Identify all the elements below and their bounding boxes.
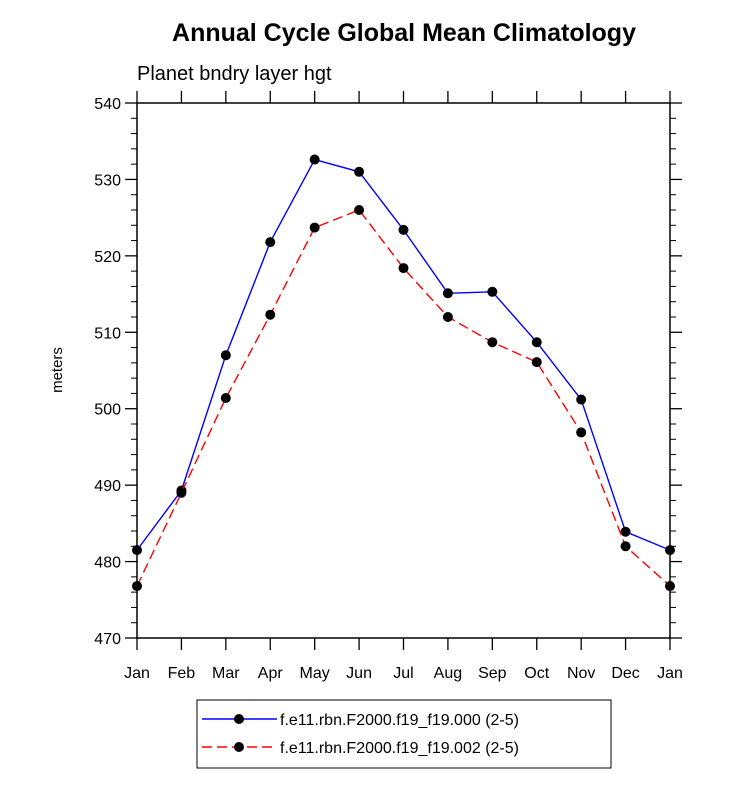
- data-point: [354, 205, 365, 215]
- series-line: [136, 158, 671, 551]
- data-point: [442, 312, 453, 322]
- x-tick-label: Feb: [168, 665, 196, 682]
- chart-subtitle: Planet bndry layer hgt: [137, 63, 332, 85]
- data-point: [620, 541, 631, 552]
- plot-frame: [136, 102, 671, 639]
- data-point: [442, 288, 453, 299]
- legend: f.e11.rbn.F2000.f19_f19.000 (2-5) f.e11.r…: [196, 699, 612, 769]
- axis-ticks: [125, 91, 682, 650]
- y-axis-label: meters: [49, 347, 66, 393]
- series-layer: [132, 154, 675, 592]
- x-tick-label: Mar: [212, 665, 240, 682]
- data-point: [620, 526, 631, 537]
- y-tick-label: 500: [94, 402, 121, 419]
- data-point: [487, 337, 498, 348]
- data-point: [576, 427, 587, 438]
- data-point: [309, 154, 320, 165]
- legend-entry: f.e11.rbn.F2000.f19_f19.000 (2-5): [202, 712, 519, 729]
- data-point: [576, 394, 587, 405]
- y-tick-label: 530: [94, 172, 121, 189]
- data-point: [398, 263, 409, 274]
- x-tick-labels: Jan Feb Mar Apr May Jun Jul Aug Sep Oct Nov Dec Jan: [124, 665, 683, 682]
- x-tick-label: Jan: [124, 665, 150, 682]
- legend-label: f.e11.rbn.F2000.f19_f19.000 (2-5): [280, 712, 519, 729]
- data-point: [398, 224, 409, 235]
- x-tick-label: Jan: [657, 665, 683, 682]
- x-tick-label: Apr: [258, 665, 284, 682]
- data-point: [531, 357, 542, 368]
- x-tick-label: May: [300, 665, 330, 682]
- x-tick-label: Oct: [524, 665, 549, 682]
- data-point: [220, 393, 231, 404]
- y-tick-label: 480: [94, 555, 121, 572]
- data-point: [354, 166, 365, 177]
- y-tick-label: 520: [94, 249, 121, 266]
- legend-marker: [234, 714, 244, 724]
- y-tick-label: 540: [94, 96, 121, 113]
- legend-entry: f.e11.rbn.F2000.f19_f19.002 (2-5): [202, 740, 519, 757]
- data-point: [531, 337, 542, 348]
- x-tick-label: Nov: [567, 665, 595, 682]
- data-point: [176, 487, 187, 498]
- series-2: [132, 205, 675, 592]
- data-point: [220, 350, 231, 361]
- y-tick-label: 510: [94, 325, 121, 342]
- data-point: [265, 309, 276, 320]
- x-tick-label: Dec: [611, 665, 639, 682]
- legend-marker: [234, 742, 244, 752]
- chart-title: Annual Cycle Global Mean Climatology: [172, 19, 636, 47]
- x-tick-label: Jun: [346, 665, 372, 682]
- x-tick-label: Jul: [393, 665, 413, 682]
- x-tick-label: Aug: [434, 665, 462, 682]
- legend-label: f.e11.rbn.F2000.f19_f19.002 (2-5): [280, 740, 519, 757]
- data-point: [487, 286, 498, 297]
- data-point: [309, 222, 320, 233]
- series-1: [132, 154, 675, 556]
- x-tick-label: Sep: [478, 665, 507, 682]
- y-tick-label: 490: [94, 478, 121, 495]
- data-point: [265, 237, 276, 248]
- y-tick-label: 470: [94, 631, 121, 648]
- legend-box: [196, 699, 612, 769]
- y-tick-labels: 470 480 490 500 510 520 530 540: [94, 96, 121, 648]
